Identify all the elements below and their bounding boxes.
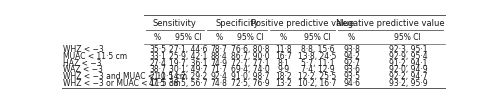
- Text: WHZ < −3 or MUAC < 11·5 cm: WHZ < −3 or MUAC < 11·5 cm: [63, 79, 180, 88]
- Text: 35·5: 35·5: [149, 45, 166, 54]
- Text: 18·2: 18·2: [275, 72, 292, 81]
- Text: 71·7: 71·7: [210, 65, 227, 74]
- Text: 86·7, 90·0: 86·7, 90·0: [231, 52, 270, 61]
- Text: 94·2: 94·2: [343, 52, 360, 61]
- Text: 92·2, 94·7: 92·2, 94·7: [389, 72, 427, 81]
- Text: Specificity: Specificity: [215, 19, 259, 28]
- Text: %: %: [280, 33, 287, 42]
- Text: 88·4: 88·4: [210, 52, 227, 61]
- Text: Negative predictive value: Negative predictive value: [336, 19, 445, 28]
- Text: 74·8: 74·8: [210, 79, 227, 88]
- Text: 14·2, 29·2: 14·2, 29·2: [169, 72, 207, 81]
- Text: 11·8: 11·8: [275, 45, 292, 54]
- Text: 95% CI: 95% CI: [395, 33, 421, 42]
- Text: 27·4: 27·4: [149, 59, 166, 68]
- Text: 91·0, 98·7: 91·0, 98·7: [231, 72, 270, 81]
- Text: 93·8: 93·8: [343, 45, 360, 54]
- Text: 38·7: 38·7: [149, 65, 166, 74]
- Text: 76·6, 80·8: 76·6, 80·8: [231, 45, 270, 54]
- Text: 8·8, 15·6: 8·8, 15·6: [301, 45, 334, 54]
- Text: 16·7: 16·7: [275, 52, 292, 61]
- Text: 95% CI: 95% CI: [175, 33, 202, 42]
- Text: HAZ < −3: HAZ < −3: [63, 59, 101, 68]
- Text: Sensitivity: Sensitivity: [153, 19, 197, 28]
- Text: 72·5, 76·9: 72·5, 76·9: [231, 79, 270, 88]
- Text: 7·4, 12·9: 7·4, 12·9: [301, 65, 334, 74]
- Text: MUAC < 11·5 cm: MUAC < 11·5 cm: [63, 52, 126, 61]
- Text: 93·2, 95·9: 93·2, 95·9: [389, 79, 427, 88]
- Text: 10·2, 16·7: 10·2, 16·7: [298, 79, 337, 88]
- Text: 92·0, 94·9: 92·0, 94·9: [389, 65, 427, 74]
- Text: 5·7, 11·1: 5·7, 11·1: [301, 59, 334, 68]
- Text: %: %: [348, 33, 355, 42]
- Text: 13·2: 13·2: [275, 79, 292, 88]
- Text: 78·7: 78·7: [210, 45, 227, 54]
- Text: 38·5, 56·7: 38·5, 56·7: [169, 79, 207, 88]
- Text: 19·7, 36·1: 19·7, 36·1: [169, 59, 207, 68]
- Text: WAZ < −3: WAZ < −3: [63, 65, 102, 74]
- Text: 92·7: 92·7: [343, 59, 360, 68]
- Text: 72·7, 77·1: 72·7, 77·1: [231, 59, 270, 68]
- Text: 92·4: 92·4: [210, 72, 227, 81]
- Text: 94·6: 94·6: [343, 79, 360, 88]
- Text: WHZ < −3: WHZ < −3: [63, 45, 103, 54]
- Text: 93·5: 93·5: [343, 72, 360, 81]
- Text: %: %: [154, 33, 161, 42]
- Text: %: %: [215, 33, 222, 42]
- Text: Positive predictive value: Positive predictive value: [251, 19, 354, 28]
- Text: WHZ < −3 and MUAC < 11·5 cm: WHZ < −3 and MUAC < 11·5 cm: [63, 72, 187, 81]
- Text: 25·9, 42·1: 25·9, 42·1: [169, 52, 207, 61]
- Text: 9·9: 9·9: [277, 65, 289, 74]
- Text: 12·2, 25·5: 12·2, 25·5: [298, 72, 336, 81]
- Text: 93·6: 93·6: [343, 65, 360, 74]
- Text: 91·2, 94·1: 91·2, 94·1: [389, 59, 427, 68]
- Text: 30·1, 49·7: 30·1, 49·7: [169, 65, 207, 74]
- Text: 95% CI: 95% CI: [304, 33, 331, 42]
- Text: 33·1: 33·1: [149, 52, 166, 61]
- Text: 92·9, 95·4: 92·9, 95·4: [389, 52, 427, 61]
- Text: 8·1: 8·1: [278, 59, 289, 68]
- Text: 74·9: 74·9: [210, 59, 227, 68]
- Text: 92·3, 95·1: 92·3, 95·1: [389, 45, 427, 54]
- Text: 21·0: 21·0: [149, 72, 166, 81]
- Text: 47·5: 47·5: [149, 79, 166, 88]
- Text: 69·4, 74·0: 69·4, 74·0: [231, 65, 270, 74]
- Text: 13·8, 24·5: 13·8, 24·5: [298, 52, 337, 61]
- Text: 27·1, 44·6: 27·1, 44·6: [169, 45, 207, 54]
- Text: 95% CI: 95% CI: [237, 33, 264, 42]
